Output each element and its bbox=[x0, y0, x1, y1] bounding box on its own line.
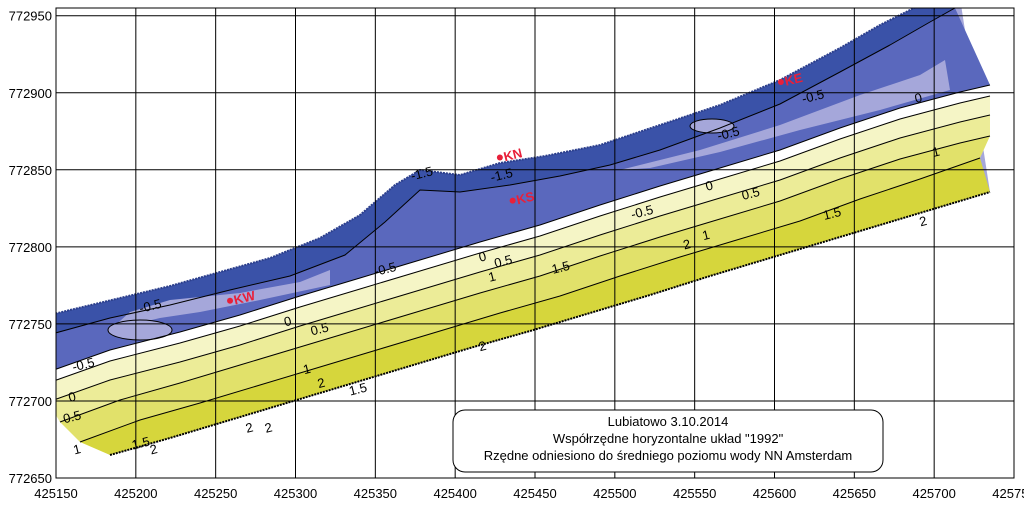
band-light-yellow bbox=[56, 115, 990, 422]
contour-label: 2 bbox=[477, 338, 488, 354]
contour-label: 2 bbox=[244, 419, 255, 435]
x-tick-label: 425300 bbox=[274, 486, 317, 501]
y-tick-label: 772900 bbox=[9, 86, 52, 101]
y-tick-label: 772750 bbox=[9, 317, 52, 332]
contour-label: 1.5 bbox=[550, 258, 571, 277]
point-marker-kn bbox=[496, 154, 503, 161]
point-label-ks: KS bbox=[515, 188, 536, 207]
point-marker-kw bbox=[227, 297, 234, 304]
band-shallow-west bbox=[110, 270, 330, 330]
isoline-0 bbox=[56, 84, 991, 370]
contour-label: 0 bbox=[67, 389, 78, 405]
contour-label: 0 bbox=[477, 248, 488, 264]
contour-label: 0.5 bbox=[493, 252, 514, 271]
band-pale-yellow bbox=[56, 96, 990, 400]
x-tick-label: 425250 bbox=[194, 486, 237, 501]
contour-label: 1 bbox=[931, 144, 942, 160]
contour-label: -1.5 bbox=[409, 163, 434, 183]
x-tick-label: 425450 bbox=[513, 486, 556, 501]
contour-label: -0.5 bbox=[716, 123, 741, 143]
contour-label: -0.5 bbox=[800, 86, 825, 106]
contour-label: 2 bbox=[263, 419, 274, 435]
isoline-1-5 bbox=[59, 135, 991, 423]
y-tick-label: 772650 bbox=[9, 471, 52, 486]
annotation-frame bbox=[452, 409, 884, 473]
x-tick-label: 425600 bbox=[753, 486, 796, 501]
shoal-east bbox=[689, 118, 735, 134]
strip-south-edge bbox=[109, 191, 991, 456]
x-tick-label: 425700 bbox=[912, 486, 955, 501]
point-marker-ks bbox=[509, 197, 516, 204]
y-tick-label: 772850 bbox=[9, 163, 52, 178]
x-tick-label: 425150 bbox=[34, 486, 77, 501]
x-tick-label: 425550 bbox=[673, 486, 716, 501]
y-tick-label: 772700 bbox=[9, 394, 52, 409]
contour-label: 2 bbox=[316, 375, 327, 391]
band-zero bbox=[56, 85, 990, 381]
contour-label: 0 bbox=[282, 313, 293, 329]
y-axis-ticks: 772650 772700 772750 772800 772850 772900 7729… bbox=[9, 9, 52, 486]
band-deep bbox=[56, 8, 955, 333]
point-marker-ke bbox=[777, 78, 784, 85]
point-label-ke: KE bbox=[783, 70, 804, 89]
x-axis-ticks: 425150 425200 425250 425300 425350 425400 4254… bbox=[34, 486, 1024, 501]
contour-label: -0.5 bbox=[71, 354, 96, 374]
plot-frame bbox=[55, 7, 1015, 479]
annotation-box: Lubiatowo 3.10.2014 Współrzędne horyzont… bbox=[452, 409, 884, 473]
annotation-line-1: Lubiatowo 3.10.2014 bbox=[608, 414, 729, 429]
contour-label: -1.5 bbox=[489, 165, 514, 185]
isoline-2 bbox=[79, 157, 981, 443]
x-tick-label: 425350 bbox=[354, 486, 397, 501]
point-label-kn: KN bbox=[502, 145, 524, 164]
contour-lines bbox=[56, 8, 991, 456]
contour-label: 1.5 bbox=[347, 380, 368, 399]
contour-label: 2 bbox=[681, 236, 692, 252]
y-tick-label: 772950 bbox=[9, 9, 52, 24]
contour-label: 1 bbox=[72, 441, 83, 457]
annotation-line-2: Współrzędne horyzontalne układ "1992" bbox=[553, 431, 784, 446]
measurement-points: KN KS KE KW bbox=[227, 70, 804, 308]
contour-label: 2 bbox=[148, 441, 159, 457]
x-tick-label: 425650 bbox=[833, 486, 876, 501]
band-mid bbox=[56, 8, 990, 370]
isoline-0-5 bbox=[56, 95, 991, 381]
contour-label: 0.5 bbox=[309, 320, 330, 339]
annotation-line-3: Rzędne odniesiono do średniego poziomu w… bbox=[484, 448, 853, 463]
contour-label: 0 bbox=[704, 178, 715, 194]
x-tick-label: 425200 bbox=[114, 486, 157, 501]
point-label-kw: KW bbox=[232, 288, 257, 308]
contour-label: -0.5 bbox=[372, 259, 397, 279]
contour-label: -0.5 bbox=[138, 296, 163, 316]
contour-label: 0.5 bbox=[740, 184, 761, 203]
isoline-deep bbox=[56, 8, 956, 334]
contour-label: 2 bbox=[918, 213, 929, 229]
contour-label: 1 bbox=[487, 268, 498, 284]
contour-label: 0 bbox=[913, 90, 924, 106]
contour-label: 0.5 bbox=[62, 407, 83, 426]
contour-label: 1.5 bbox=[822, 204, 843, 223]
shoal-west bbox=[107, 319, 173, 341]
isoline-1 bbox=[56, 114, 991, 400]
y-tick-label: 772800 bbox=[9, 240, 52, 255]
x-tick-label: 425750 bbox=[992, 486, 1024, 501]
contour-label: 1 bbox=[701, 227, 712, 243]
band-yellow bbox=[60, 136, 990, 442]
x-tick-label: 425500 bbox=[593, 486, 636, 501]
contour-label: -0.5 bbox=[629, 202, 654, 222]
x-tick-label: 425400 bbox=[433, 486, 476, 501]
contour-label: 1.5 bbox=[130, 434, 151, 453]
contour-label: 1 bbox=[301, 361, 312, 377]
